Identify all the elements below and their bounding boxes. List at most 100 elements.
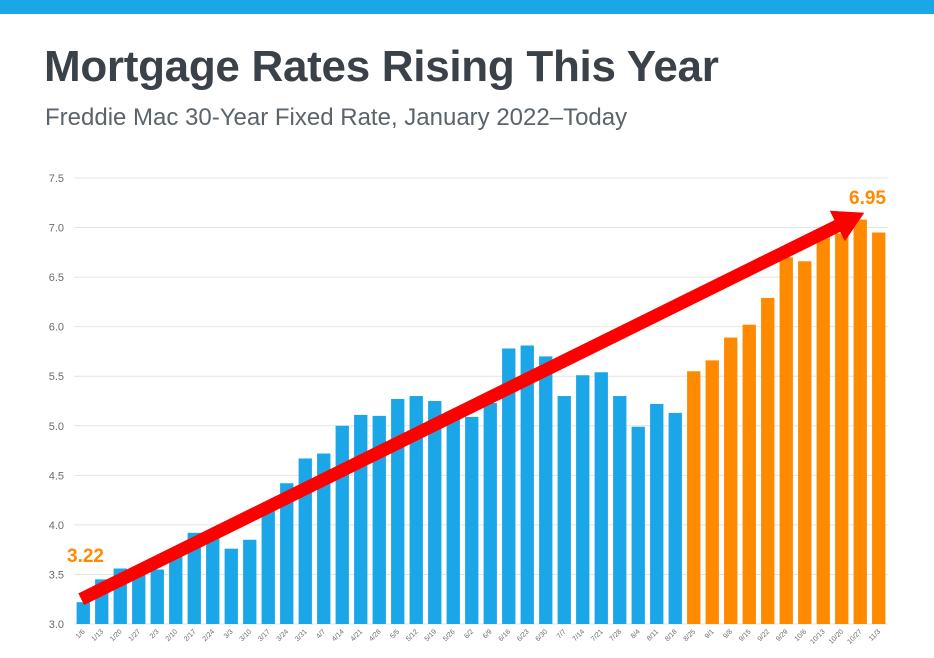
- bar: [705, 360, 719, 624]
- x-tick-label: 5/19: [424, 628, 439, 643]
- y-tick-label: 3.0: [49, 619, 64, 631]
- y-tick-label: 4.0: [49, 520, 64, 532]
- x-tick-label: 8/18: [664, 628, 679, 643]
- x-tick-label: 3/17: [257, 628, 272, 643]
- bar: [539, 356, 553, 624]
- x-tick-label: 5/5: [389, 628, 401, 640]
- start-value-label: 3.22: [67, 546, 104, 567]
- x-tick-label: 1/27: [128, 628, 143, 643]
- y-tick-label: 3.5: [49, 569, 64, 581]
- top-accent-band: [0, 0, 934, 14]
- x-tick-label: 10/6: [794, 628, 809, 643]
- bar: [261, 509, 275, 624]
- x-tick-label: 7/21: [590, 628, 605, 643]
- y-tick-label: 7.0: [49, 223, 64, 235]
- bar: [557, 396, 571, 624]
- bar: [150, 569, 164, 624]
- x-tick-label: 1/13: [91, 628, 106, 643]
- x-tick-label: 7/14: [572, 628, 587, 643]
- bar: [631, 426, 645, 624]
- bar: [835, 233, 849, 624]
- x-tick-label: 7/7: [556, 628, 568, 640]
- bar: [798, 261, 812, 624]
- bars: [76, 219, 886, 625]
- x-tick-label: 2/3: [149, 628, 161, 640]
- y-tick-label: 4.5: [49, 470, 64, 482]
- x-tick-label: 6/30: [535, 628, 550, 643]
- bar: [169, 555, 183, 624]
- end-value-label: 6.95: [849, 188, 886, 209]
- bar: [391, 399, 405, 624]
- bar: [317, 453, 331, 624]
- bar: [816, 235, 830, 625]
- x-tick-label: 5/12: [405, 628, 420, 643]
- x-tick-label: 5/26: [442, 628, 457, 643]
- bar: [76, 602, 90, 624]
- x-tick-label: 2/17: [183, 628, 198, 643]
- bar: [206, 535, 220, 624]
- bar: [335, 425, 349, 624]
- x-tick-label: 6/23: [516, 628, 531, 643]
- bar: [483, 402, 497, 624]
- x-tick-label: 10/13: [809, 628, 826, 645]
- x-tick-label: 6/9: [482, 628, 494, 640]
- x-tick-label: 3/24: [276, 628, 291, 643]
- x-tick-label: 4/28: [368, 628, 383, 643]
- x-axis-ticks: 1/6 1/13 1/20 1/27 2/3 2/10 2/17 2/24 3/3 3/10 3/1…: [75, 628, 882, 645]
- x-tick-label: 9/8: [722, 628, 734, 640]
- x-tick-label: 10/27: [846, 628, 863, 645]
- y-tick-label: 5.5: [49, 371, 64, 383]
- bar: [428, 401, 442, 624]
- bar: [761, 297, 775, 624]
- bar: [243, 539, 257, 624]
- x-tick-label: 1/6: [75, 628, 87, 640]
- bar: [280, 483, 294, 624]
- y-tick-label: 6.5: [49, 272, 64, 284]
- y-tick-label: 5.0: [49, 421, 64, 433]
- x-tick-label: 1/20: [109, 628, 124, 643]
- bar: [372, 415, 386, 624]
- bar: [742, 324, 756, 624]
- bar: [668, 412, 682, 624]
- bar: [520, 345, 534, 624]
- x-tick-label: 2/10: [165, 628, 180, 643]
- bar: [872, 232, 886, 624]
- x-tick-label: 8/25: [683, 628, 698, 643]
- x-tick-label: 4/14: [331, 628, 346, 643]
- bar: [187, 532, 201, 624]
- x-tick-label: 3/3: [223, 628, 235, 640]
- bar: [298, 458, 312, 624]
- bar: [613, 396, 627, 624]
- x-tick-label: 9/1: [704, 628, 716, 640]
- bar: [576, 375, 590, 624]
- x-tick-label: 7/28: [609, 628, 624, 643]
- bar: [853, 219, 867, 625]
- x-tick-label: 4/7: [315, 628, 327, 640]
- bar: [724, 337, 738, 624]
- bar: [409, 396, 423, 624]
- x-tick-label: 9/29: [775, 628, 790, 643]
- trend-arrow-head: [829, 210, 865, 242]
- x-tick-label: 6/16: [498, 628, 513, 643]
- x-tick-label: 2/24: [202, 628, 217, 643]
- bar: [224, 548, 238, 624]
- x-tick-label: 9/22: [757, 628, 772, 643]
- y-axis-ticks: 3.0 3.5 4.0 4.5 5.0 5.5 6.0 6.5 7.0 7.5: [49, 173, 64, 631]
- x-tick-label: 9/15: [738, 628, 753, 643]
- x-tick-label: 11/3: [868, 628, 882, 642]
- x-tick-label: 8/11: [646, 628, 660, 642]
- bar: [779, 257, 793, 624]
- x-tick-label: 3/10: [239, 628, 254, 643]
- bar: [354, 414, 368, 624]
- y-tick-label: 6.0: [49, 322, 64, 334]
- bar: [594, 372, 608, 624]
- y-tick-label: 7.5: [49, 173, 64, 185]
- bar: [132, 569, 146, 624]
- chart-title: Mortgage Rates Rising This Year: [44, 42, 719, 91]
- x-tick-label: 10/20: [828, 628, 845, 645]
- trend-arrow-shaft: [78, 219, 843, 606]
- bar: [502, 348, 516, 624]
- x-tick-label: 8/4: [630, 628, 642, 640]
- bar: [687, 371, 701, 624]
